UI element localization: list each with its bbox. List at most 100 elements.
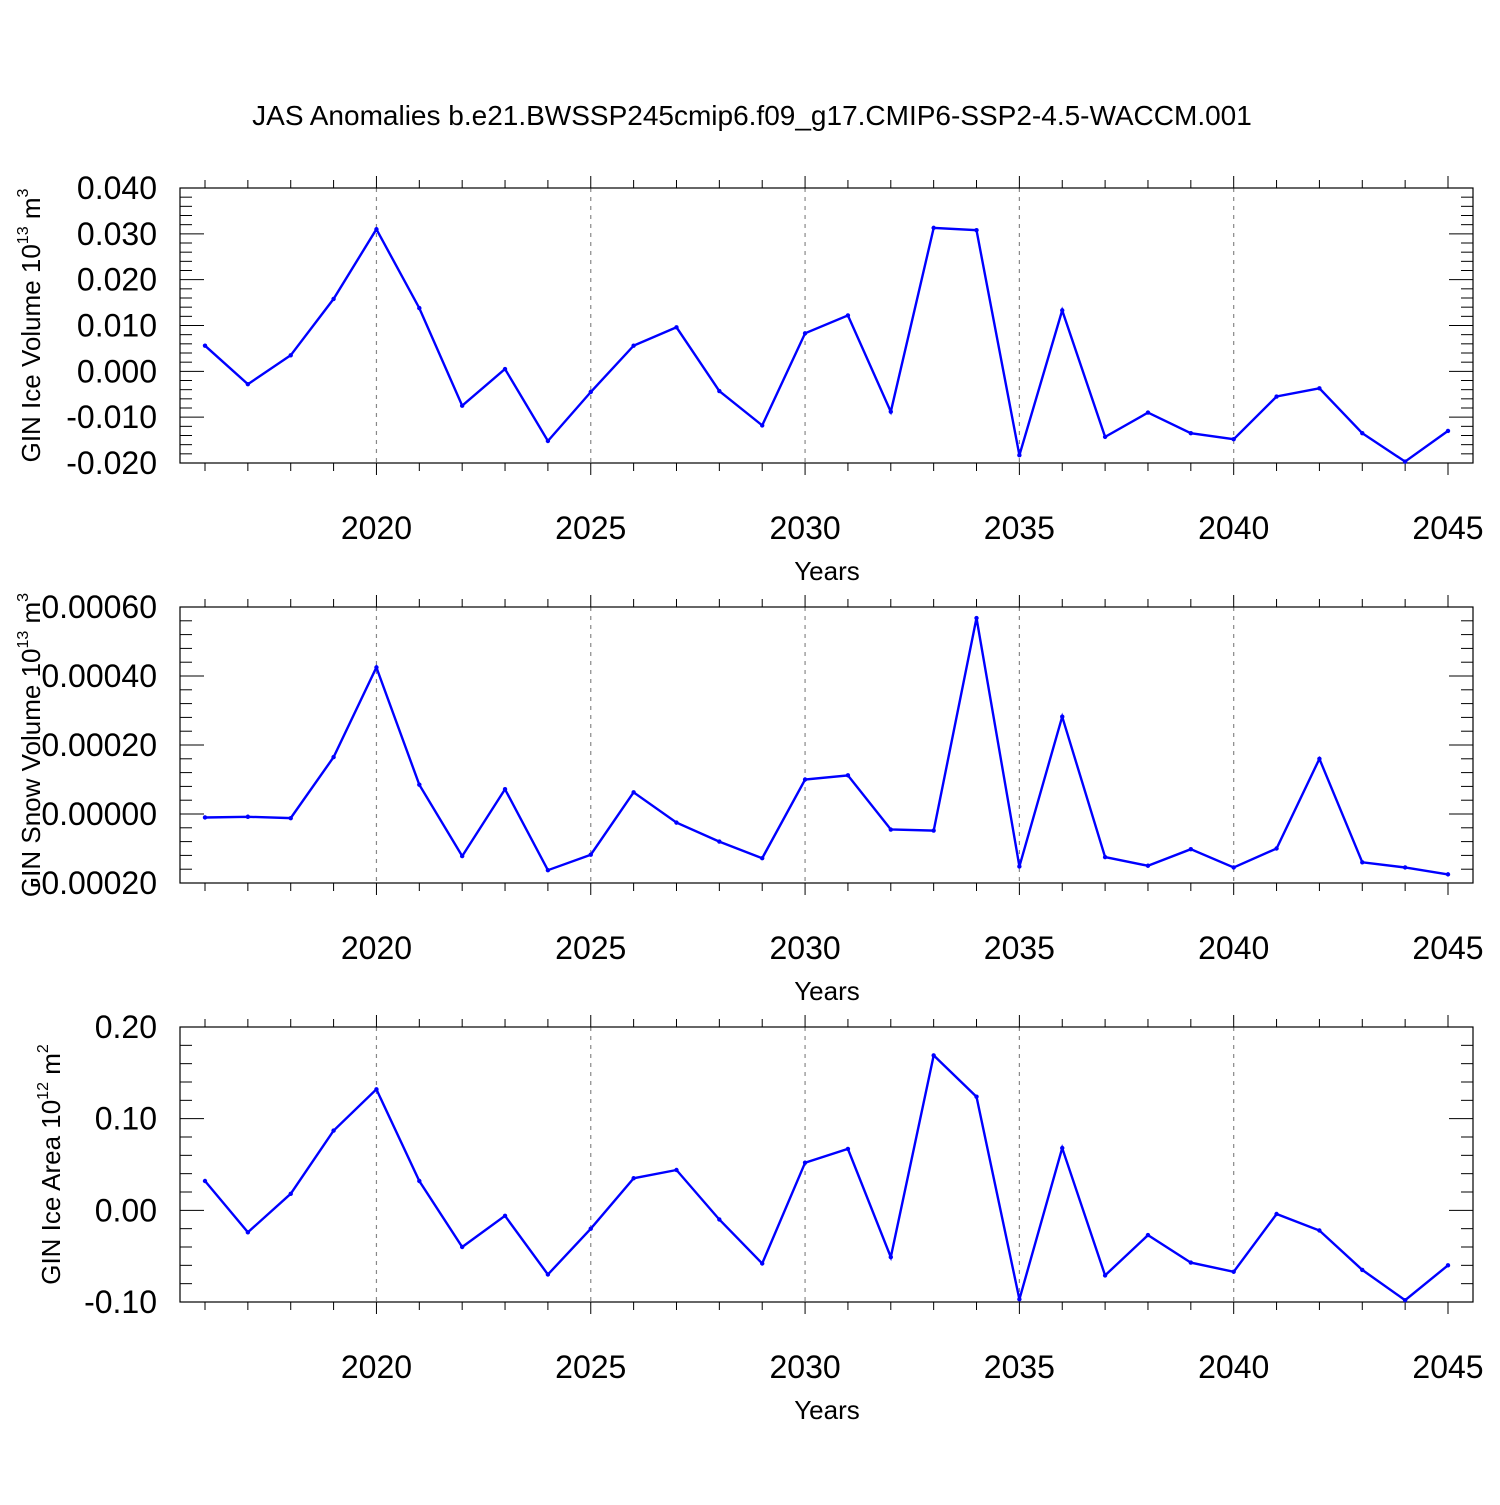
panel-3: -0.10 0.00 0.10 0.20 2020 2025 2030 2035 2040 204… [35, 1009, 1484, 1425]
y-axis-label: GIN Ice Volume 1013 m3 [15, 188, 46, 462]
data-point [631, 790, 636, 795]
figure-title: JAS Anomalies b.e21.BWSSP245cmip6.f09_g1… [252, 100, 1252, 131]
data-point [974, 615, 979, 621]
data-point [1402, 459, 1408, 464]
x-tick-label: 2025 [555, 510, 626, 546]
y-tick-label: 0.000 [77, 353, 157, 389]
x-tick-label: 2040 [1198, 1349, 1269, 1385]
panel-1: -0.020 -0.010 0.000 0.010 0.020 0.030 0.040 202… [15, 170, 1484, 586]
data-point [1102, 434, 1108, 440]
data-point [374, 1087, 379, 1092]
data-point [202, 1178, 208, 1184]
y-tick-label: -0.020 [66, 445, 157, 481]
y-tick-label: 0.020 [77, 262, 157, 298]
x-tick-label: 2045 [1412, 1349, 1483, 1385]
plot-frame [179, 1026, 1474, 1303]
data-point [1060, 1145, 1065, 1151]
data-point [674, 820, 679, 825]
data-point [1231, 1269, 1236, 1274]
data-point [1188, 431, 1194, 436]
data-point [1445, 428, 1451, 434]
data-point [1402, 1297, 1408, 1303]
data-point [288, 353, 293, 358]
data-point [545, 438, 551, 444]
data-point [1145, 863, 1151, 868]
y-tick-label: 0.00040 [41, 658, 157, 694]
x-axis-label: Years [794, 976, 860, 1006]
data-point [1317, 386, 1322, 391]
data-point [459, 403, 465, 408]
data-point [1102, 854, 1108, 860]
data-point [931, 828, 936, 833]
data-point [1402, 865, 1408, 870]
data-point [631, 343, 636, 348]
x-tick-label: 2035 [984, 510, 1055, 546]
data-point [1445, 872, 1451, 877]
data-point [674, 1167, 679, 1173]
data-point [760, 855, 765, 861]
data-point [1145, 410, 1151, 415]
data-point [717, 1217, 722, 1222]
y-tick-label: 0.00 [95, 1192, 157, 1228]
data-point [931, 1053, 936, 1058]
data-point [1274, 1211, 1279, 1217]
y-tick-label: -0.010 [66, 399, 157, 435]
data-point [974, 1094, 979, 1099]
data-point [374, 227, 379, 232]
data-point [931, 225, 936, 231]
data-point [802, 777, 808, 782]
data-point [802, 331, 808, 336]
data-point [1060, 308, 1065, 313]
data-point [459, 1244, 465, 1250]
y-tick-label: 0.00020 [41, 727, 157, 763]
data-point [245, 381, 251, 387]
data-point [1231, 436, 1236, 442]
y-axis-label: GIN Ice Area 1012 m2 [35, 1044, 66, 1285]
data-point [1188, 1260, 1194, 1265]
data-point [202, 343, 208, 348]
x-tick-label: 2025 [555, 930, 626, 966]
data-point [717, 839, 722, 844]
y-axis-label: GIN Snow Volume 1013 m3 [15, 593, 46, 897]
data-point [417, 1178, 422, 1184]
data-point [545, 868, 551, 873]
data-point [1317, 1228, 1322, 1233]
x-axis-label: Years [794, 1395, 860, 1425]
y-tick-label: 0.00060 [41, 589, 157, 625]
data-point [1231, 865, 1236, 870]
data-point [1274, 846, 1279, 851]
data-point [417, 782, 422, 787]
data-point [288, 815, 293, 821]
y-tick-label: -0.00020 [31, 865, 157, 901]
series-line [204, 617, 1449, 876]
data-point [845, 1146, 851, 1152]
data-point [888, 409, 893, 414]
x-tick-label: 2045 [1412, 930, 1483, 966]
x-tick-label: 2040 [1198, 510, 1269, 546]
x-tick-label: 2020 [341, 930, 412, 966]
x-tick-label: 2045 [1412, 510, 1483, 546]
data-point [974, 227, 979, 233]
data-point [1060, 714, 1065, 719]
data-point [888, 827, 893, 832]
x-tick-label: 2030 [769, 1349, 840, 1385]
x-tick-label: 2020 [341, 1349, 412, 1385]
y-tick-label: 0.00000 [41, 796, 157, 832]
data-point [545, 1272, 551, 1277]
data-point [1017, 864, 1022, 869]
data-point [1274, 394, 1279, 399]
data-point [417, 305, 422, 311]
data-point [1317, 756, 1322, 761]
x-tick-label: 2040 [1198, 930, 1269, 966]
data-point [245, 814, 251, 819]
data-point [588, 1226, 593, 1231]
data-point [459, 853, 465, 859]
data-point [1360, 1267, 1365, 1273]
y-tick-label: 0.010 [77, 308, 157, 344]
x-tick-label: 2030 [769, 510, 840, 546]
data-point [502, 366, 508, 372]
data-point [760, 1261, 765, 1266]
data-point [502, 786, 508, 792]
